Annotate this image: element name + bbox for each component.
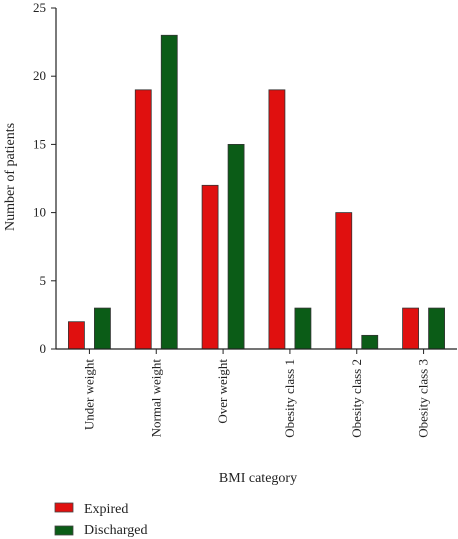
y-tick-label: 5	[40, 273, 47, 288]
bar-discharged-over-weight	[227, 143, 245, 350]
x-tick-label: Obesity class 1	[282, 359, 297, 438]
y-tick-label: 10	[33, 205, 46, 220]
x-tick-label: Under weight	[81, 359, 96, 431]
y-ticks-group: 0 5 10 15 20 25	[33, 0, 56, 356]
legend-swatch-expired	[54, 502, 74, 513]
bar-discharged-normal-weight	[160, 34, 178, 350]
bar-discharged-obesity-class-2	[361, 334, 379, 350]
bar-expired-over-weight	[201, 184, 219, 350]
bar-discharged-obesity-class-3	[428, 307, 445, 350]
x-ticks-group: Under weight Normal weight Over weight Obes…	[81, 349, 431, 438]
legend: Expired Discharged	[54, 502, 148, 538]
legend-label-discharged: Discharged	[84, 523, 148, 538]
y-tick-label: 15	[33, 136, 46, 151]
bar-expired-normal-weight	[134, 89, 152, 350]
y-tick-label: 25	[33, 0, 46, 15]
bar-expired-under-weight	[68, 321, 85, 350]
bar-expired-obesity-class-1	[268, 89, 286, 350]
bar-discharged-under-weight	[94, 307, 111, 350]
y-axis-title: Number of patients	[3, 123, 18, 231]
y-tick-label: 0	[40, 341, 47, 356]
bar-discharged-obesity-class-1	[294, 307, 312, 350]
y-tick-label: 20	[33, 68, 46, 83]
x-axis-title: BMI category	[219, 471, 297, 486]
legend-label-expired: Expired	[84, 502, 128, 517]
bars-group	[68, 34, 445, 350]
x-tick-label: Over weight	[215, 359, 230, 424]
x-tick-label: Normal weight	[148, 359, 163, 438]
bar-expired-obesity-class-3	[402, 307, 419, 350]
x-tick-label: Obesity class 3	[416, 359, 431, 438]
axes-group	[55, 8, 457, 350]
bar-expired-obesity-class-2	[335, 212, 353, 350]
legend-swatch-discharged	[54, 525, 74, 536]
x-tick-label: Obesity class 2	[349, 359, 364, 438]
